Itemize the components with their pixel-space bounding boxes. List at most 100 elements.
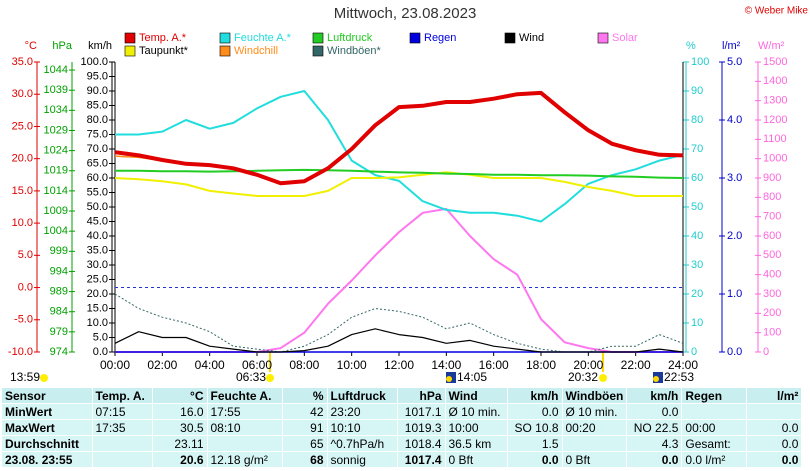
y-tick-label: 15.0 xyxy=(87,302,108,314)
y-tick-label: 1029 xyxy=(44,124,68,136)
x-tick-label: 10:00 xyxy=(337,358,367,372)
time-marker: 22:53 xyxy=(664,370,694,384)
y-tick-label: 500 xyxy=(763,249,781,261)
cell: 20.6 xyxy=(152,451,208,468)
cell: 1018.4 xyxy=(397,435,446,452)
x-tick-label: 08:00 xyxy=(289,358,319,372)
axis-label: l/m² xyxy=(722,40,741,52)
y-tick-label: 0.0 xyxy=(18,281,33,293)
y-tick-label: 1500 xyxy=(763,56,787,68)
y-tick-label: 984 xyxy=(50,306,68,318)
row: MinWert 07:15 16.0 17:55 42 23:20 1017.1 Ø 10 m… xyxy=(2,403,803,420)
y-tick-label: 989 xyxy=(50,285,68,297)
y-tick-label: 0.0 xyxy=(727,346,742,358)
x-tick-label: 22:00 xyxy=(621,358,651,372)
moon-icon xyxy=(653,376,659,382)
cell: 00:00 xyxy=(681,419,748,436)
legend-swatch xyxy=(219,45,231,57)
legend-swatch xyxy=(312,45,324,57)
y-tick-label: 95.0 xyxy=(87,70,108,82)
cell xyxy=(562,435,628,452)
cell: Ø 10 min. xyxy=(562,403,628,420)
time-marker: 20:32 xyxy=(568,370,598,384)
sun-icon xyxy=(599,374,607,382)
cell: 36.5 km xyxy=(445,435,508,452)
y-tick-label: 0 xyxy=(691,346,697,358)
cell: 23:20 xyxy=(327,403,398,420)
series-line xyxy=(115,90,684,223)
y-tick-label: 3.0 xyxy=(727,172,742,184)
cell: % xyxy=(282,388,328,404)
y-tick-label: 75.0 xyxy=(87,128,108,140)
cell: 1017.4 xyxy=(397,451,446,468)
axis-label: W/m² xyxy=(758,40,785,52)
cell: Wind xyxy=(445,388,508,404)
x-tick-label: 02:00 xyxy=(147,358,177,372)
y-tick-label: 85.0 xyxy=(87,99,108,111)
y-tick-label: 30.0 xyxy=(12,88,33,100)
y-tick-label: 80 xyxy=(691,114,703,126)
y-tick-label: 0 xyxy=(763,346,769,358)
cell: sonnig xyxy=(327,451,398,468)
series-line xyxy=(115,168,684,179)
cell: 10:10 xyxy=(327,419,398,436)
cell xyxy=(92,435,153,452)
cell xyxy=(207,435,283,452)
x-tick-label: 04:00 xyxy=(195,358,225,372)
y-tick-label: 80.0 xyxy=(87,114,108,126)
cell: 91 xyxy=(282,419,328,436)
y-tick-label: -5.0 xyxy=(14,314,33,326)
y-tick-label: 994 xyxy=(50,265,68,277)
cell xyxy=(92,451,153,468)
cell: 17:55 xyxy=(207,403,283,420)
series-line xyxy=(114,171,683,197)
cell: °C xyxy=(152,388,208,404)
axis-label: °C xyxy=(25,40,37,52)
cell: hPa xyxy=(397,388,446,404)
y-tick-label: 1000 xyxy=(763,153,787,165)
y-tick-label: 30.0 xyxy=(87,259,108,271)
y-tick-label: 1400 xyxy=(763,75,787,87)
header-row: Sensor Temp. A. °C Feuchte A.% Luftdruck hPa W… xyxy=(2,388,803,404)
cell: Sensor xyxy=(2,388,93,404)
legend-label: Solar xyxy=(612,32,638,44)
cell: SO 10.8 xyxy=(507,419,563,436)
y-tick-label: 5.0 xyxy=(727,56,742,68)
cell: 1019.3 xyxy=(397,419,446,436)
cell: 08:10 xyxy=(207,419,283,436)
y-tick-label: 1004 xyxy=(44,225,68,237)
y-tick-label: 40.0 xyxy=(87,230,108,242)
y-tick-label: 1014 xyxy=(44,185,68,197)
y-tick-label: 10.0 xyxy=(12,217,33,229)
y-tick-label: 1.0 xyxy=(727,288,742,300)
cell: 4.3 xyxy=(626,435,683,452)
time-marker: 06:33 xyxy=(236,370,266,384)
chart-title: Mittwoch, 23.08.2023 xyxy=(334,5,477,22)
axis-label: hPa xyxy=(52,40,72,52)
y-tick-label: 100.0 xyxy=(80,56,108,68)
legend-label: Luftdruck xyxy=(327,32,373,44)
cell: 17:35 xyxy=(92,419,153,436)
y-tick-label: 90.0 xyxy=(87,85,108,97)
legend-label: Temp. A.* xyxy=(139,32,187,44)
cell: km/h xyxy=(507,388,563,404)
x-tick-label: 06:00 xyxy=(242,358,272,372)
cell: Ø 10 min. xyxy=(445,403,508,420)
series-line xyxy=(115,207,683,353)
cell: Gesamt: xyxy=(681,435,748,452)
y-tick-label: 1200 xyxy=(763,114,787,126)
cell: MinWert xyxy=(2,403,93,420)
y-tick-label: 70 xyxy=(691,143,703,155)
cell: 0.0 xyxy=(507,403,563,420)
cell: 0.0 xyxy=(626,451,683,468)
y-tick-label: 55.0 xyxy=(87,186,108,198)
y-tick-label: 60.0 xyxy=(87,172,108,184)
y-tick-label: 50 xyxy=(691,201,703,213)
legend-label: Wind xyxy=(519,32,544,44)
y-tick-label: 100 xyxy=(763,327,781,339)
y-tick-label: 1009 xyxy=(44,205,68,217)
legend-label: Windböen* xyxy=(327,45,382,57)
y-tick-label: 200 xyxy=(763,307,781,319)
cell: 0.0 xyxy=(746,419,803,436)
